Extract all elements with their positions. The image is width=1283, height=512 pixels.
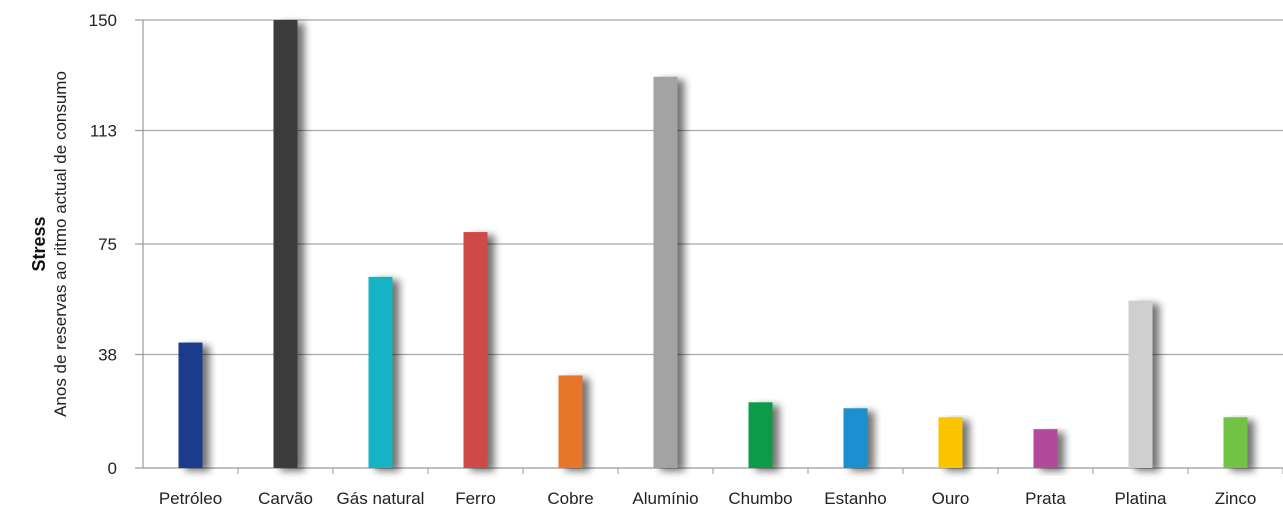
y-tick-label: 75: [98, 235, 117, 254]
x-category-label: Chumbo: [728, 489, 792, 508]
x-category-label: Prata: [1025, 489, 1066, 508]
x-category-label: Zinco: [1215, 489, 1257, 508]
bar-petróleo: [178, 342, 203, 468]
bar-platina: [1128, 300, 1153, 468]
y-tick-label: 150: [89, 11, 117, 30]
bar-zinco: [1223, 417, 1248, 468]
bar-cobre: [558, 375, 583, 468]
y-axis-title-sub: Anos de reservas ao ritmo actual de cons…: [51, 71, 70, 417]
y-tick-labels: 0 38 75 113 150: [89, 11, 117, 478]
x-category-label: Platina: [1115, 489, 1168, 508]
x-category-label: Carvão: [258, 489, 313, 508]
x-category-label: Petróleo: [159, 489, 222, 508]
y-axis-title: Stress Anos de reservas ao ritmo actual …: [29, 71, 70, 417]
bar-estanho: [843, 408, 868, 468]
bars: [178, 20, 1248, 468]
x-category-label: Alumínio: [632, 489, 698, 508]
y-tick-label: 113: [90, 122, 117, 141]
bar-alumínio: [653, 76, 678, 468]
y-tick-label: 0: [108, 459, 117, 478]
y-axis-title-bold: Stress: [29, 216, 49, 271]
x-category-label: Cobre: [547, 489, 593, 508]
bar-gás-natural: [368, 276, 393, 468]
bar-ferro: [463, 232, 488, 468]
gridlines: [135, 19, 1283, 474]
bar-carvão: [273, 20, 298, 468]
x-category-label: Ouro: [932, 489, 970, 508]
x-category-label: Gás natural: [337, 489, 425, 508]
x-category-labels: Petróleo Carvão Gás natural Ferro Cobre Alumí…: [159, 489, 1256, 508]
x-category-label: Estanho: [824, 489, 886, 508]
bar-prata: [1033, 429, 1058, 468]
y-tick-label: 38: [98, 346, 117, 365]
bar-chumbo: [748, 402, 773, 468]
bar-ouro: [938, 417, 963, 468]
x-category-label: Ferro: [455, 489, 496, 508]
